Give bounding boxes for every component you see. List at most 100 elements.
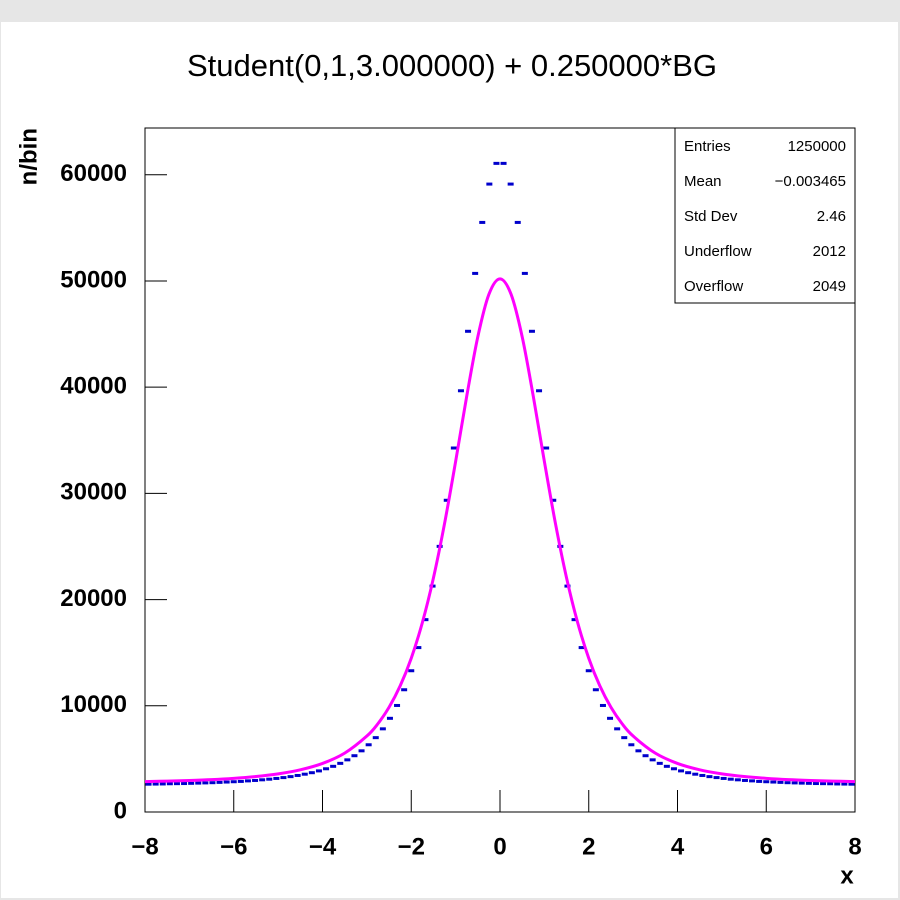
stats-box <box>674 127 856 304</box>
histogram-marker <box>237 779 244 783</box>
histogram-marker <box>386 716 393 720</box>
histogram-marker <box>209 781 216 785</box>
x-tick-label: −4 <box>309 833 337 860</box>
histogram-marker <box>741 778 748 782</box>
histogram-marker <box>713 776 720 780</box>
histogram-marker <box>181 782 188 786</box>
histogram-marker <box>486 182 493 186</box>
stats-value: 2012 <box>813 243 846 260</box>
histogram-marker <box>685 771 692 775</box>
y-tick-label: 40000 <box>60 372 127 399</box>
histogram-marker <box>727 777 734 781</box>
histogram-marker <box>706 775 713 779</box>
histogram-marker <box>550 498 557 502</box>
histogram-marker <box>699 773 706 777</box>
histogram-marker <box>188 781 195 785</box>
histogram-marker <box>500 161 507 165</box>
histogram-marker <box>571 618 578 622</box>
histogram-marker <box>252 778 259 782</box>
chart-title: Student(0,1,3.000000) + 0.250000*BG <box>187 48 717 83</box>
x-tick-label: 0 <box>493 833 506 860</box>
x-axis-label: x <box>840 862 854 889</box>
histogram-marker <box>450 446 457 450</box>
histogram-marker <box>202 781 209 785</box>
histogram-marker <box>642 754 649 758</box>
histogram-marker <box>635 749 642 753</box>
histogram-marker <box>372 736 379 740</box>
x-tick-label: 8 <box>848 833 861 860</box>
y-tick-label: 30000 <box>60 479 127 506</box>
histogram-marker <box>720 776 727 780</box>
stats-value: 2.46 <box>817 208 846 225</box>
histogram-marker <box>514 220 521 224</box>
stats-label: Mean <box>684 173 722 190</box>
histogram-marker <box>443 498 450 502</box>
histogram-marker <box>798 781 805 785</box>
histogram-marker <box>145 782 152 786</box>
y-tick-label: 10000 <box>60 691 127 718</box>
histogram-marker <box>763 780 770 784</box>
histogram-marker <box>770 780 777 784</box>
histogram-marker <box>173 782 180 786</box>
x-tick-label: −8 <box>131 833 158 860</box>
histogram-marker <box>159 782 166 786</box>
stats-value: 1250000 <box>788 138 846 155</box>
histogram-marker <box>358 749 365 753</box>
stats-label: Entries <box>684 138 731 155</box>
y-tick-label: 60000 <box>60 160 127 187</box>
histogram-marker <box>621 736 628 740</box>
histogram-marker <box>294 773 301 777</box>
histogram-marker <box>607 716 614 720</box>
histogram-marker <box>670 767 677 771</box>
histogram-marker <box>230 780 237 784</box>
histogram-marker <box>578 646 585 650</box>
x-tick-label: −6 <box>220 833 247 860</box>
x-tick-label: −2 <box>398 833 425 860</box>
histogram-marker <box>599 703 606 707</box>
histogram-marker <box>365 743 372 747</box>
histogram-marker <box>152 782 159 786</box>
histogram-marker <box>259 778 266 782</box>
histogram-marker <box>592 688 599 692</box>
histogram-marker <box>507 182 514 186</box>
histogram-marker <box>812 782 819 786</box>
histogram-marker <box>323 767 330 771</box>
fit-curve <box>144 277 856 784</box>
y-tick-label: 0 <box>114 797 127 824</box>
stats-label: Std Dev <box>684 208 738 225</box>
histogram-marker <box>841 782 848 786</box>
histogram-marker <box>521 271 528 275</box>
histogram-marker <box>628 743 635 747</box>
histogram-marker <box>536 389 543 393</box>
histogram-marker <box>266 777 273 781</box>
histogram-marker <box>585 669 592 673</box>
histogram-marker <box>848 782 855 786</box>
histogram-marker <box>472 271 479 275</box>
histogram-marker <box>528 329 535 333</box>
histogram-marker <box>749 779 756 783</box>
histogram-marker <box>663 764 670 768</box>
histogram-marker <box>692 772 699 776</box>
histogram-marker <box>287 775 294 779</box>
histogram-marker <box>784 781 791 785</box>
histogram-marker <box>315 769 322 773</box>
histogram-marker <box>351 754 358 758</box>
y-tick-label: 50000 <box>60 266 127 293</box>
histogram-marker <box>337 761 344 765</box>
histogram-marker <box>457 389 464 393</box>
histogram-marker <box>273 776 280 780</box>
histogram-marker <box>422 618 429 622</box>
histogram-marker <box>649 758 656 762</box>
histogram-marker <box>166 782 173 786</box>
histogram-marker <box>827 782 834 786</box>
histogram-marker <box>734 778 741 782</box>
histogram-marker <box>415 646 422 650</box>
histogram-marker <box>543 446 550 450</box>
histogram-marker <box>195 781 202 785</box>
histogram-marker <box>408 669 415 673</box>
stats-value: 2049 <box>813 278 846 295</box>
window-bar <box>0 0 900 22</box>
histogram-marker <box>301 772 308 776</box>
histogram-marker <box>805 781 812 785</box>
histogram-marker <box>308 771 315 775</box>
